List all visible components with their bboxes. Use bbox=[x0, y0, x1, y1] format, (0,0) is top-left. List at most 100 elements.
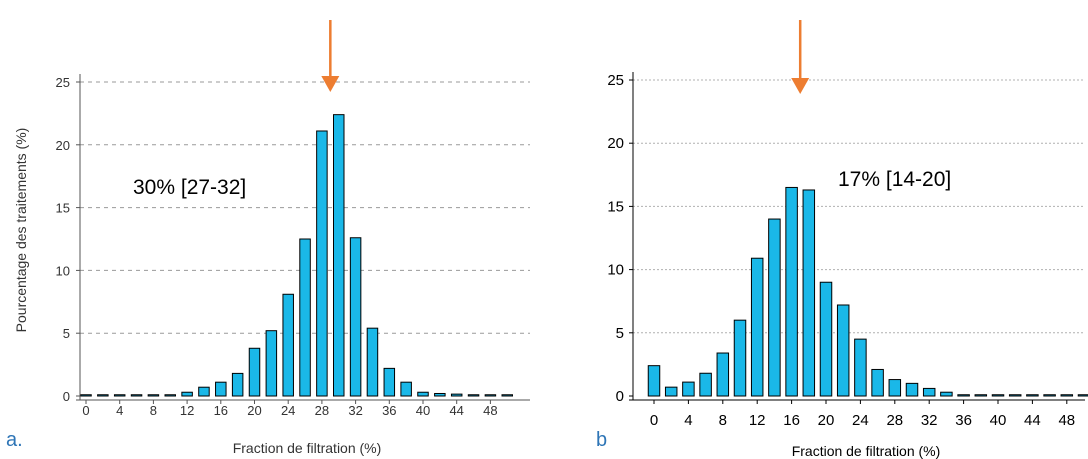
x-tick-label-a-24: 24 bbox=[281, 403, 295, 418]
bar-b-4 bbox=[682, 381, 695, 397]
bar-a-18 bbox=[231, 372, 244, 397]
y-axis-label-a: Pourcentage des traitements (%) bbox=[13, 128, 29, 333]
x-tick-labels-b: 0 4 8 12 16 20 24 28 32 36 40 44 48 bbox=[650, 412, 1075, 429]
y-tick-label-a-20: 20 bbox=[56, 138, 70, 153]
bar-a-44 bbox=[450, 393, 463, 397]
x-tick-label-a-20: 20 bbox=[247, 403, 261, 418]
bar-b-16 bbox=[785, 186, 798, 397]
bar-a-48 bbox=[484, 394, 497, 397]
x-tick-label-a-16: 16 bbox=[214, 403, 228, 418]
arrow-head-a bbox=[321, 76, 340, 92]
y-tick-labels-b: 0 5 10 15 20 25 bbox=[607, 72, 624, 405]
bar-b-10 bbox=[733, 319, 747, 397]
bar-a-14 bbox=[198, 386, 210, 397]
bar-b-46 bbox=[1043, 394, 1056, 397]
bars-b bbox=[647, 186, 1088, 397]
x-tick-label-a-28: 28 bbox=[315, 403, 329, 418]
bar-b-26 bbox=[871, 368, 884, 397]
bar-a-22 bbox=[265, 330, 278, 397]
bar-b-12 bbox=[750, 257, 764, 397]
x-tick-label-a-44: 44 bbox=[449, 403, 463, 418]
bar-a-24 bbox=[282, 293, 294, 397]
x-tick-label-b-0: 0 bbox=[650, 412, 658, 429]
x-tick-label-a-0: 0 bbox=[82, 403, 89, 418]
bar-b-34 bbox=[940, 391, 953, 397]
bar-a-10 bbox=[164, 394, 176, 397]
bar-b-50 bbox=[1077, 394, 1088, 397]
axes-a bbox=[76, 74, 530, 404]
bar-a-26 bbox=[299, 238, 311, 397]
bar-a-36 bbox=[383, 367, 396, 397]
bar-a-2 bbox=[97, 394, 109, 397]
bar-b-2 bbox=[664, 386, 678, 397]
bars-a bbox=[80, 114, 513, 397]
x-tick-label-b-12: 12 bbox=[749, 412, 766, 429]
x-axis-label-b: Fraction de filtration (%) bbox=[792, 443, 941, 459]
bar-a-28 bbox=[316, 130, 328, 397]
bar-a-12 bbox=[181, 391, 193, 397]
bar-b-36 bbox=[957, 394, 970, 397]
x-tick-label-b-44: 44 bbox=[1024, 412, 1041, 429]
bar-b-8 bbox=[716, 352, 730, 397]
x-tick-label-b-36: 36 bbox=[955, 412, 972, 429]
y-tick-label-b-0: 0 bbox=[616, 388, 624, 405]
bar-a-46 bbox=[467, 394, 480, 397]
x-tick-label-a-40: 40 bbox=[416, 403, 430, 418]
bar-a-34 bbox=[366, 327, 379, 397]
annotation-b: 17% [14-20] bbox=[838, 168, 951, 191]
x-tick-label-a-4: 4 bbox=[116, 403, 123, 418]
bar-b-14 bbox=[768, 218, 781, 397]
bar-b-28 bbox=[888, 379, 902, 397]
bar-a-20 bbox=[248, 347, 261, 397]
bar-a-0 bbox=[80, 394, 92, 397]
x-tick-label-a-32: 32 bbox=[348, 403, 362, 418]
panel-label-b: b bbox=[596, 429, 607, 451]
gridlines-b bbox=[633, 79, 1085, 334]
y-tick-label-a-0: 0 bbox=[63, 389, 70, 404]
bar-a-50 bbox=[501, 394, 513, 397]
x-tick-label-b-40: 40 bbox=[990, 412, 1007, 429]
y-tick-label-b-25: 25 bbox=[607, 72, 624, 89]
x-tick-label-b-28: 28 bbox=[886, 412, 903, 429]
x-tick-label-a-36: 36 bbox=[382, 403, 396, 418]
y-tick-label-b-20: 20 bbox=[607, 135, 624, 152]
arrow-head-b bbox=[791, 78, 810, 94]
bar-b-18 bbox=[802, 189, 816, 397]
y-tick-label-b-15: 15 bbox=[607, 198, 624, 215]
y-tick-label-a-25: 25 bbox=[56, 75, 70, 90]
y-tick-label-a-5: 5 bbox=[63, 326, 70, 341]
x-tick-label-b-8: 8 bbox=[719, 412, 727, 429]
y-tick-labels-a: 0 5 10 15 20 25 bbox=[56, 75, 70, 404]
bar-b-38 bbox=[974, 394, 988, 397]
bar-a-6 bbox=[130, 394, 143, 397]
bar-b-20 bbox=[819, 281, 833, 397]
x-tick-labels-a: 0 4 8 12 16 20 24 28 32 36 40 44 48 bbox=[82, 403, 497, 418]
bar-b-40 bbox=[991, 394, 1005, 397]
y-tick-label-b-5: 5 bbox=[616, 325, 624, 342]
panel-label-a: a. bbox=[6, 429, 23, 451]
x-tick-label-b-16: 16 bbox=[783, 412, 800, 429]
bar-b-42 bbox=[1008, 394, 1022, 397]
x-tick-label-b-32: 32 bbox=[921, 412, 938, 429]
bar-a-30 bbox=[333, 114, 345, 397]
bar-a-4 bbox=[113, 394, 126, 397]
bar-b-30 bbox=[905, 382, 919, 397]
x-axis-label-a: Fraction de filtration (%) bbox=[233, 440, 382, 456]
bar-a-40 bbox=[417, 391, 429, 397]
x-tick-label-b-48: 48 bbox=[1058, 412, 1075, 429]
x-tick-label-a-12: 12 bbox=[180, 403, 194, 418]
x-tick-label-b-20: 20 bbox=[818, 412, 835, 429]
bar-b-24 bbox=[854, 338, 867, 397]
arrow-b bbox=[791, 20, 810, 94]
y-tick-label-a-15: 15 bbox=[56, 201, 70, 216]
bar-b-6 bbox=[699, 372, 712, 397]
x-tick-label-a-8: 8 bbox=[150, 403, 157, 418]
bar-b-48 bbox=[1060, 394, 1074, 397]
bar-b-44 bbox=[1026, 394, 1039, 397]
arrow-a bbox=[321, 20, 340, 92]
bar-a-16 bbox=[215, 381, 227, 397]
bar-b-32 bbox=[922, 387, 936, 397]
